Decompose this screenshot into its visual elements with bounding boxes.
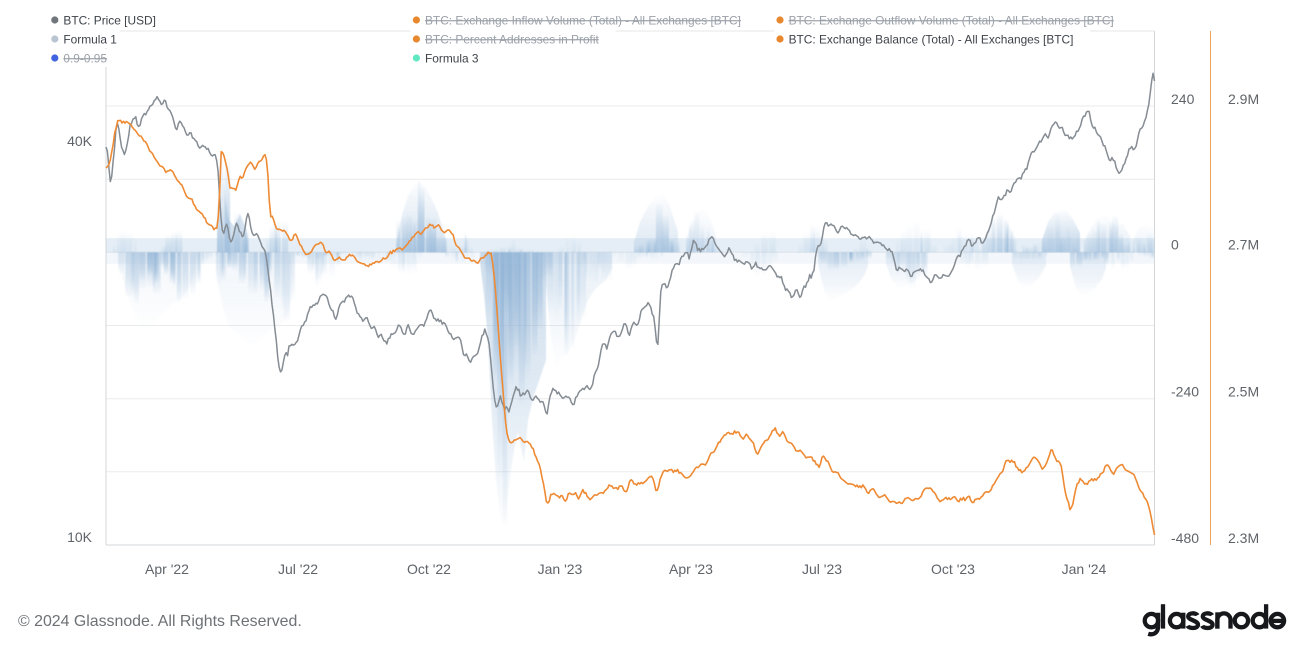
svg-text:-480: -480 bbox=[1171, 530, 1199, 546]
svg-text:2.9M: 2.9M bbox=[1228, 91, 1259, 107]
svg-text:Oct '22: Oct '22 bbox=[407, 561, 451, 577]
svg-text:240: 240 bbox=[1171, 91, 1195, 107]
svg-text:0.9-0.95: 0.9-0.95 bbox=[63, 51, 107, 65]
svg-text:BTC: Exchange Balance (Total): BTC: Exchange Balance (Total) - All Exch… bbox=[789, 32, 1074, 46]
svg-text:2.3M: 2.3M bbox=[1228, 530, 1259, 546]
svg-text:-240: -240 bbox=[1171, 384, 1199, 400]
svg-text:40K: 40K bbox=[67, 133, 93, 149]
svg-text:Jul '22: Jul '22 bbox=[278, 561, 318, 577]
svg-text:BTC: Price [USD]: BTC: Price [USD] bbox=[63, 13, 155, 27]
svg-text:Jul '23: Jul '23 bbox=[802, 561, 842, 577]
svg-text:Apr '22: Apr '22 bbox=[145, 561, 189, 577]
svg-text:2.7M: 2.7M bbox=[1228, 237, 1259, 253]
svg-text:BTC: Exchange Inflow Volume (T: BTC: Exchange Inflow Volume (Total) - Al… bbox=[425, 13, 741, 27]
svg-text:Oct '23: Oct '23 bbox=[931, 561, 975, 577]
svg-text:10K: 10K bbox=[67, 529, 93, 545]
svg-text:BTC: Percent Addresses in Prof: BTC: Percent Addresses in Profit bbox=[425, 32, 600, 46]
svg-text:0: 0 bbox=[1171, 237, 1179, 253]
svg-text:Jan '24: Jan '24 bbox=[1062, 561, 1107, 577]
svg-text:Formula 3: Formula 3 bbox=[425, 51, 479, 65]
svg-text:Jan '23: Jan '23 bbox=[538, 561, 583, 577]
svg-text:Formula 1: Formula 1 bbox=[63, 32, 117, 46]
svg-text:Apr '23: Apr '23 bbox=[669, 561, 713, 577]
svg-text:2.5M: 2.5M bbox=[1228, 384, 1259, 400]
svg-text:BTC: Exchange Outflow Volume (: BTC: Exchange Outflow Volume (Total) - A… bbox=[789, 13, 1114, 27]
svg-text:© 2024 Glassnode. All Rights R: © 2024 Glassnode. All Rights Reserved. bbox=[18, 613, 302, 630]
